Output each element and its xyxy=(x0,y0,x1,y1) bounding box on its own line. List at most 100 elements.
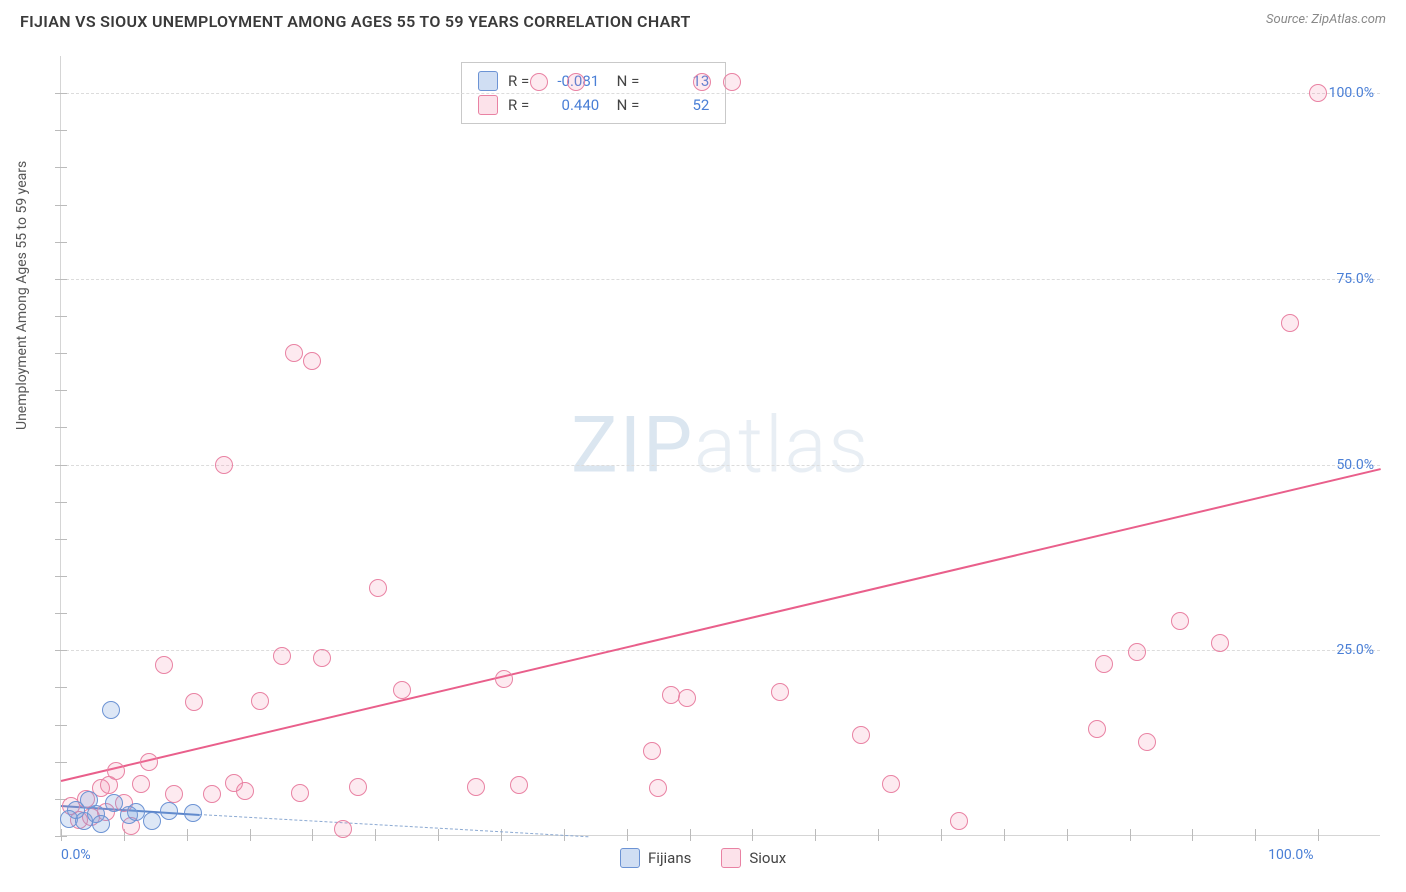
data-point-sioux xyxy=(349,778,367,796)
data-point-sioux xyxy=(185,693,203,711)
y-tick xyxy=(55,427,67,428)
x-tick xyxy=(815,829,816,841)
y-tick xyxy=(55,390,67,391)
data-point-sioux xyxy=(1211,634,1229,652)
data-point-sioux xyxy=(1128,643,1146,661)
legend-label-sioux: Sioux xyxy=(749,849,786,867)
x-tick xyxy=(690,829,691,841)
y-axis-label: Unemployment Among Ages 55 to 59 years xyxy=(14,161,30,430)
data-point-sioux xyxy=(303,352,321,370)
data-point-sioux xyxy=(643,742,661,760)
y-tick xyxy=(55,465,67,466)
data-point-sioux xyxy=(369,579,387,597)
y-tick xyxy=(55,539,67,540)
legend-row-fijians: R = -0.081 N = 13 xyxy=(478,69,709,93)
y-tick xyxy=(55,650,67,651)
data-point-sioux xyxy=(1095,655,1113,673)
legend-label-fijians: Fijians xyxy=(648,849,691,867)
data-point-fijians xyxy=(184,804,202,822)
chart-title: FIJIAN VS SIOUX UNEMPLOYMENT AMONG AGES … xyxy=(20,12,691,31)
data-point-sioux xyxy=(165,785,183,803)
data-point-sioux xyxy=(285,344,303,362)
data-point-sioux xyxy=(334,820,352,838)
data-point-sioux xyxy=(100,776,118,794)
n-value-sioux: 52 xyxy=(649,96,709,114)
data-point-sioux xyxy=(132,775,150,793)
y-tick-label: 75.0% xyxy=(1336,271,1374,287)
swatch-pink xyxy=(721,848,741,868)
data-point-sioux xyxy=(510,776,528,794)
data-point-fijians xyxy=(92,815,110,833)
data-point-sioux xyxy=(950,812,968,830)
scatter-plot: ZIPatlas R = -0.081 N = 13 R = 0.440 N =… xyxy=(60,56,1380,836)
x-tick xyxy=(627,829,628,841)
swatch-blue xyxy=(478,71,498,91)
x-tick xyxy=(187,829,188,841)
swatch-blue xyxy=(620,848,640,868)
x-tick xyxy=(1004,829,1005,841)
y-tick xyxy=(55,353,67,354)
gridline xyxy=(61,279,1380,280)
source-attribution: Source: ZipAtlas.com xyxy=(1266,12,1386,27)
gridline xyxy=(61,465,1380,466)
data-point-sioux xyxy=(215,456,233,474)
data-point-sioux xyxy=(291,784,309,802)
data-point-sioux xyxy=(495,670,513,688)
n-label: N = xyxy=(609,72,639,90)
y-tick-label: 100.0% xyxy=(1329,85,1374,101)
data-point-sioux xyxy=(225,774,243,792)
legend-item-sioux: Sioux xyxy=(721,848,786,868)
y-tick xyxy=(55,167,67,168)
y-tick xyxy=(55,93,67,94)
n-label: N = xyxy=(609,96,639,114)
r-value-sioux: 0.440 xyxy=(539,96,599,114)
y-tick xyxy=(55,502,67,503)
data-point-sioux xyxy=(723,73,741,91)
x-tick xyxy=(752,829,753,841)
y-tick xyxy=(55,687,67,688)
data-point-fijians xyxy=(160,802,178,820)
legend-item-fijians: Fijians xyxy=(620,848,691,868)
y-tick xyxy=(55,762,67,763)
data-point-fijians xyxy=(102,701,120,719)
r-label: R = xyxy=(508,96,529,114)
x-tick-label: 0.0% xyxy=(61,847,91,863)
x-tick xyxy=(375,829,376,841)
x-tick xyxy=(438,829,439,841)
data-point-sioux xyxy=(1138,733,1156,751)
data-point-sioux xyxy=(771,683,789,701)
x-tick xyxy=(250,829,251,841)
series-legend: Fijians Sioux xyxy=(620,848,786,868)
r-label: R = xyxy=(508,72,529,90)
x-tick xyxy=(61,829,62,841)
data-point-sioux xyxy=(273,647,291,665)
data-point-sioux xyxy=(567,73,585,91)
watermark-light: atlas xyxy=(694,400,870,491)
x-tick xyxy=(312,829,313,841)
x-tick xyxy=(941,829,942,841)
y-tick xyxy=(55,242,67,243)
data-point-sioux xyxy=(155,656,173,674)
y-tick xyxy=(55,316,67,317)
data-point-sioux xyxy=(662,686,680,704)
data-point-sioux xyxy=(393,681,411,699)
swatch-pink xyxy=(478,95,498,115)
gridline xyxy=(61,93,1380,94)
watermark-bold: ZIP xyxy=(571,400,694,491)
data-point-sioux xyxy=(1171,612,1189,630)
x-tick-label: 100.0% xyxy=(1268,847,1313,863)
y-tick xyxy=(55,725,67,726)
data-point-fijians xyxy=(143,812,161,830)
data-point-sioux xyxy=(467,778,485,796)
y-tick xyxy=(55,130,67,131)
y-tick-label: 25.0% xyxy=(1336,642,1374,658)
x-tick xyxy=(1318,829,1319,841)
data-point-sioux xyxy=(530,73,548,91)
x-tick xyxy=(878,829,879,841)
y-tick xyxy=(55,836,67,837)
data-point-sioux xyxy=(1088,720,1106,738)
data-point-sioux xyxy=(649,779,667,797)
watermark: ZIPatlas xyxy=(571,400,870,491)
data-point-sioux xyxy=(678,689,696,707)
data-point-sioux xyxy=(313,649,331,667)
